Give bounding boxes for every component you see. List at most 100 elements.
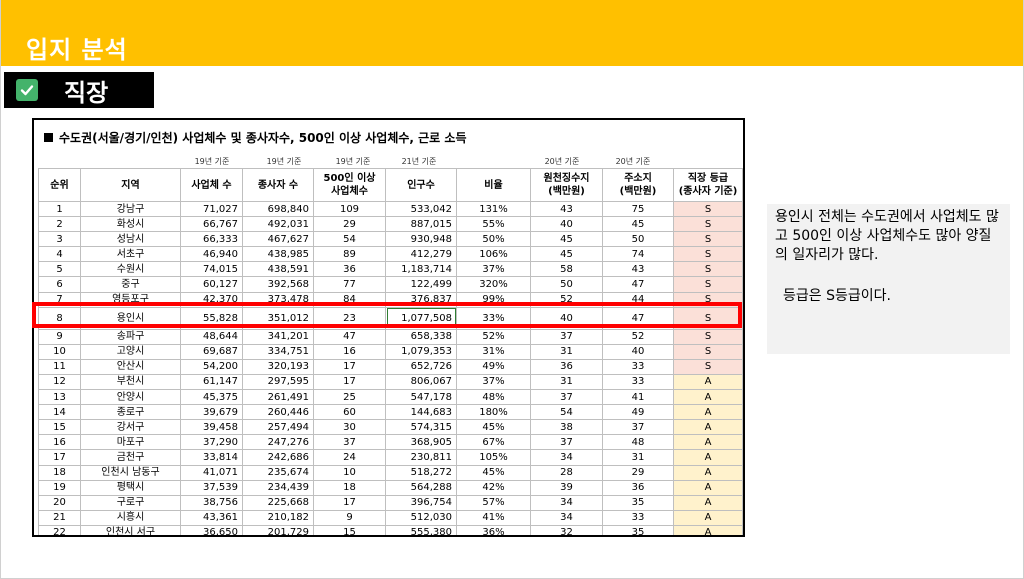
table-cell: 40	[602, 343, 674, 360]
column-header: 인구수	[385, 168, 457, 202]
table-row: 4 서초구 46,940 438,985 89 412,279 106% 45 74 S	[38, 246, 743, 263]
table-cell: 14	[38, 404, 81, 421]
table-cell: 37%	[456, 373, 531, 391]
table-cell: 성남시	[80, 231, 181, 248]
table-cell: 31	[602, 449, 674, 466]
table-cell: 33	[602, 373, 674, 391]
table-cell: 37	[530, 389, 603, 406]
table-cell: 247,276	[242, 434, 314, 451]
table-cell: 106%	[456, 246, 531, 263]
table-cell: 320,193	[242, 358, 314, 375]
table-cell: 22	[38, 524, 81, 535]
table-row: 20 구로구 38,756 225,668 17 396,754 57% 34 35 A	[38, 494, 743, 511]
table-cell: 71,027	[180, 200, 243, 218]
table-cell: 180%	[456, 404, 531, 421]
table-cell: 41%	[456, 509, 531, 526]
table-cell: 32	[530, 524, 603, 535]
table-cell: 260,446	[242, 404, 314, 421]
table-cell: 36	[530, 358, 603, 375]
table-cell: 37	[530, 434, 603, 451]
table-cell: 77	[313, 276, 386, 293]
table-cell: 261,491	[242, 389, 314, 406]
table-cell: 351,012	[242, 306, 314, 330]
table-cell: 52	[530, 291, 603, 308]
grade-cell: A	[673, 373, 743, 391]
table-cell: 45	[602, 216, 674, 233]
table-cell: 396,754	[385, 494, 457, 511]
table-cell: 16	[38, 434, 81, 451]
table-cell: 37	[602, 419, 674, 436]
table-cell: 33	[602, 509, 674, 526]
table-cell: 부천시	[80, 373, 181, 391]
table-cell: 17	[38, 449, 81, 466]
table-cell: 9	[313, 509, 386, 526]
note-text: 용인시 전체는 수도권에서 사업체도 많고 500인 이상 사업체수도 많아 양…	[775, 209, 999, 263]
table-cell: 29	[313, 216, 386, 233]
table-cell: 58	[530, 261, 603, 278]
table-row: 7 영등포구 42,370 373,478 84 376,837 99% 52 44 S	[38, 291, 743, 308]
table-cell: 시흥시	[80, 509, 181, 526]
column-note: 19년 기준	[194, 157, 230, 166]
table-cell: 43,361	[180, 509, 243, 526]
table-cell: 안양시	[80, 389, 181, 406]
table-cell: 23	[313, 306, 386, 330]
table-cell: 297,595	[242, 373, 314, 391]
grade-cell: A	[673, 404, 743, 421]
table-cell: 16	[313, 343, 386, 360]
table-cell: 49	[602, 404, 674, 421]
table-cell: 230,811	[385, 449, 457, 466]
table-cell: 17	[313, 358, 386, 375]
square-bullet-icon	[44, 133, 53, 142]
table-row: 18 인천시 남동구 41,071 235,674 10 518,272 45% 28 29 A	[38, 464, 743, 481]
table-cell: 인천시 남동구	[80, 464, 181, 481]
grade-cell: S	[673, 216, 743, 233]
table-cell: 15	[313, 524, 386, 535]
table-cell: 40	[530, 306, 603, 330]
table-cell: 48%	[456, 389, 531, 406]
table-cell: 74,015	[180, 261, 243, 278]
table-cell: 887,015	[385, 216, 457, 233]
table-cell: 438,591	[242, 261, 314, 278]
grade-cell: S	[673, 231, 743, 248]
table-cell: 41,071	[180, 464, 243, 481]
table-cell: 인천시 서구	[80, 524, 181, 535]
table-cell: 33,814	[180, 449, 243, 466]
table-cell: 12	[38, 373, 81, 391]
table-cell: 109	[313, 200, 386, 218]
table-row: 8 용인시 55,828 351,012 23 1,077,508 33% 40 47 S	[38, 306, 743, 330]
table-cell: 61,147	[180, 373, 243, 391]
table-cell: 438,985	[242, 246, 314, 263]
table-cell: 42,370	[180, 291, 243, 308]
table-cell: 144,683	[385, 404, 457, 421]
table-cell: 54	[530, 404, 603, 421]
table-cell: 34	[530, 494, 603, 511]
table-cell: 341,201	[242, 328, 314, 345]
table-cell: 43	[602, 261, 674, 278]
table-row: 19 평택시 37,539 234,439 18 564,288 42% 39 36 A	[38, 479, 743, 496]
table-cell: 평택시	[80, 479, 181, 496]
table-row: 6 중구 60,127 392,568 77 122,499 320% 50 47 S	[38, 276, 743, 293]
table-cell: 8	[38, 306, 81, 330]
table-cell: 392,568	[242, 276, 314, 293]
table-cell: 21	[38, 509, 81, 526]
note-grade: 등급은 S등급이다.	[783, 288, 891, 304]
table-cell: 74	[602, 246, 674, 263]
table-cell: 33	[602, 358, 674, 375]
column-header: 비율	[456, 168, 531, 202]
table-row: 13 안양시 45,375 261,491 25 547,178 48% 37 41 A	[38, 389, 743, 406]
table-cell: 564,288	[385, 479, 457, 496]
grade-cell: S	[673, 358, 743, 375]
grade-cell: S	[673, 200, 743, 218]
table-cell: 45	[530, 246, 603, 263]
table-cell: 698,840	[242, 200, 314, 218]
table-cell: 안산시	[80, 358, 181, 375]
table-body: 1 강남구 71,027 698,840 109 533,042 131% 43 75 S 2 화성시…	[38, 200, 743, 535]
table-cell: 31	[530, 373, 603, 391]
column-header: 종사자 수	[242, 168, 314, 202]
table-cell: 45%	[456, 419, 531, 436]
table-cell: 금천구	[80, 449, 181, 466]
table-row: 22 인천시 서구 36,650 201,729 15 555,380 36% 32 35 A	[38, 524, 743, 535]
table-cell: 송파구	[80, 328, 181, 345]
table-cell: 555,380	[385, 524, 457, 535]
table-cell: 36	[313, 261, 386, 278]
